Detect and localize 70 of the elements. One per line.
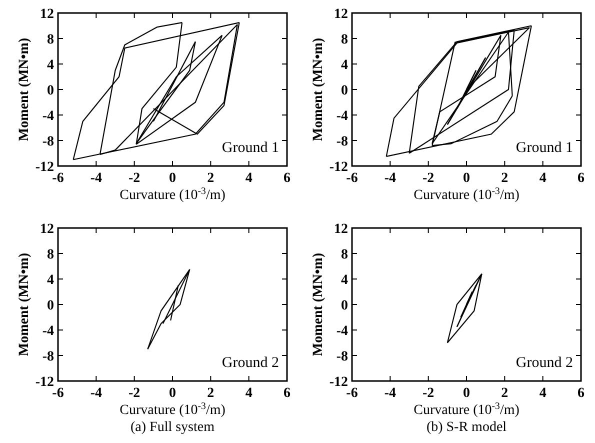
y-axis-title: Moment (MN•m) — [311, 38, 326, 142]
y-axis-title: Moment (MN•m) — [311, 252, 326, 356]
x-tick-label: 2 — [501, 386, 508, 401]
x-tick-label: 6 — [284, 171, 290, 186]
x-tick-label: -4 — [90, 171, 102, 186]
text: (a) Full system — [130, 420, 215, 435]
y-tick-label: -8 — [42, 350, 54, 364]
y-tick-label: 12 — [40, 222, 54, 237]
x-tick-label: -2 — [128, 386, 140, 401]
y-tick-label: -8 — [42, 134, 54, 150]
y-tick-label: 8 — [341, 32, 348, 48]
x-axis-title: Curvature (10$^{-3}$/m) — [120, 400, 226, 418]
annotation: Ground 2 — [516, 355, 573, 371]
x-tick-label: 6 — [578, 171, 584, 186]
y-tick-label: -4 — [42, 324, 54, 339]
y-tick-label: 0 — [47, 298, 54, 314]
y-tick-label: 12 — [334, 222, 348, 237]
y-tick-label: -12 — [35, 375, 54, 390]
x-tick-label: -4 — [384, 386, 396, 401]
x-tick-label: 0 — [463, 171, 470, 186]
x-tick-label: 0 — [169, 386, 176, 401]
x-tick-label: -2 — [422, 386, 434, 401]
y-tick-label: -12 — [35, 160, 54, 175]
y-tick-label: 4 — [47, 58, 54, 73]
x-tick-label: -4 — [90, 386, 102, 401]
text: (b) S-R model — [426, 420, 507, 435]
x-tick-label: -6 — [52, 386, 64, 401]
y-tick-label: 4 — [341, 273, 348, 288]
y-tick-label: 4 — [47, 273, 54, 288]
y-tick-label: 0 — [47, 84, 54, 98]
y-tick-label: -4 — [42, 109, 54, 124]
x-tick-label: 6 — [578, 386, 584, 401]
y-tick-label: -4 — [336, 324, 348, 339]
x-tick-label: 0 — [169, 171, 176, 186]
y-tick-label: 8 — [47, 32, 54, 48]
annotation: Ground 2 — [222, 355, 279, 371]
y-tick-label: -8 — [336, 350, 348, 364]
y-axis-title: Moment (MN•m) — [17, 38, 32, 142]
x-tick-label: -6 — [52, 171, 64, 186]
x-axis-title: Curvature (10$^{-3}$/m) — [414, 400, 520, 418]
y-tick-label: -8 — [336, 134, 348, 150]
x-tick-label: -2 — [128, 171, 140, 186]
y-tick-label: 12 — [40, 7, 54, 22]
x-axis-title: Curvature (10$^{-3}$/m) — [120, 186, 226, 203]
y-tick-label: 0 — [341, 298, 348, 314]
x-tick-label: 4 — [539, 171, 546, 186]
y-tick-label: 4 — [341, 58, 348, 73]
x-tick-label: 4 — [245, 386, 252, 401]
y-tick-label: -4 — [336, 109, 348, 124]
x-tick-label: 6 — [284, 386, 290, 401]
x-axis-title: Curvature (10$^{-3}$/m) — [414, 186, 520, 203]
y-axis-title: Moment (MN•m) — [17, 252, 32, 356]
x-tick-label: 4 — [245, 171, 252, 186]
annotation: Ground 1 — [516, 140, 573, 156]
x-tick-label: 2 — [501, 171, 508, 186]
annotation: Ground 1 — [222, 140, 279, 156]
x-tick-label: 2 — [207, 171, 214, 186]
x-tick-label: 4 — [539, 386, 546, 401]
x-tick-label: -6 — [346, 171, 358, 186]
x-tick-label: -2 — [422, 171, 434, 186]
y-tick-label: 0 — [341, 84, 348, 98]
x-tick-label: 2 — [207, 386, 214, 401]
y-tick-label: 8 — [341, 248, 348, 262]
y-tick-label: -12 — [329, 160, 348, 175]
x-tick-label: -4 — [384, 171, 396, 186]
y-tick-label: -12 — [329, 375, 348, 390]
y-tick-label: 12 — [334, 7, 348, 22]
x-tick-label: 0 — [463, 386, 470, 401]
y-tick-label: 8 — [47, 248, 54, 262]
x-tick-label: -6 — [346, 386, 358, 401]
